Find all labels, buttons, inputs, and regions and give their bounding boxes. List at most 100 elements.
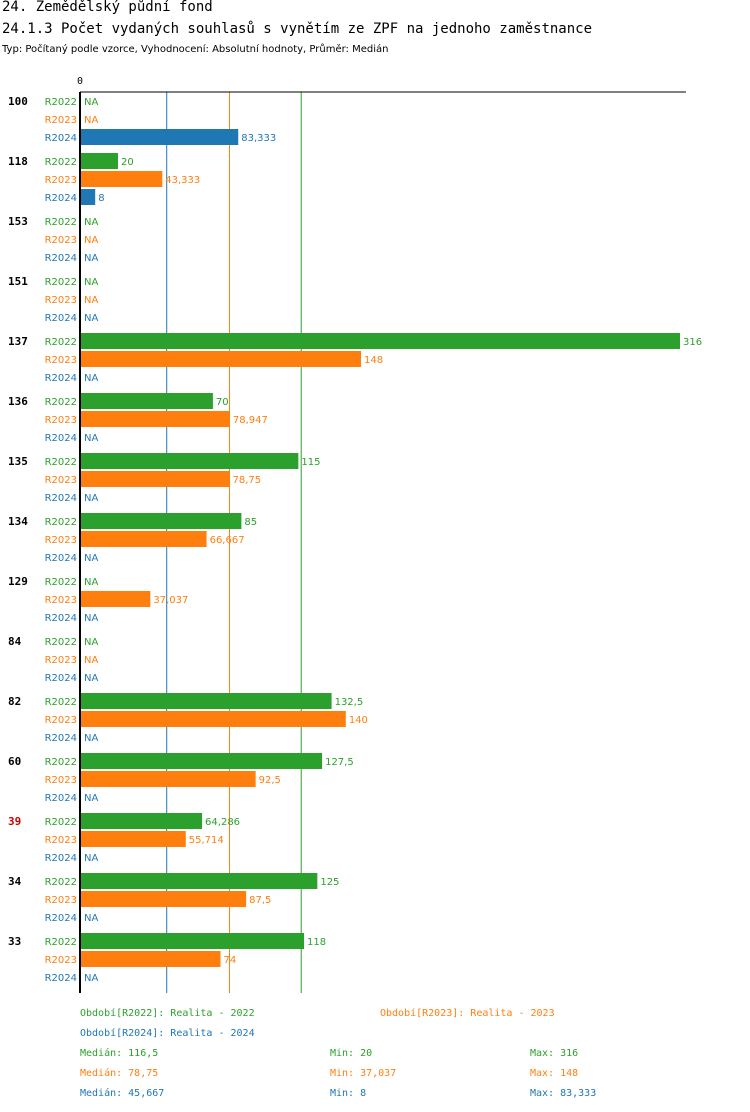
category-label-129: 129	[8, 575, 28, 588]
stat-min-r2024: Min: 8	[330, 1088, 367, 1099]
stat-max-r2022: Max: 316	[530, 1048, 579, 1059]
category-label-39: 39	[8, 815, 21, 828]
data-label-r2023-137: 148	[364, 355, 383, 366]
bar-r2022-137	[80, 333, 680, 349]
data-label-r2024-60: NA	[84, 793, 98, 804]
bar-r2023-136	[80, 411, 230, 427]
series-label-r2023: R2023	[45, 535, 77, 546]
data-label-r2022-129: NA	[84, 577, 98, 588]
bar-r2024-100	[80, 129, 239, 145]
data-label-r2023-136: 78,947	[233, 415, 268, 426]
series-label-r2023: R2023	[45, 355, 77, 366]
series-label-r2024: R2024	[45, 493, 77, 504]
series-label-r2024: R2024	[45, 673, 77, 684]
series-label-r2023: R2023	[45, 295, 77, 306]
data-label-r2023-129: 37,037	[153, 595, 188, 606]
data-label-r2022-60: 127,5	[325, 757, 354, 768]
data-label-r2023-118: 43,333	[165, 175, 200, 186]
data-label-r2024-129: NA	[84, 613, 98, 624]
legend-period-r2022: Období[R2022]: Realita - 2022	[80, 1008, 255, 1019]
bar-r2022-134	[80, 513, 242, 529]
series-label-r2023: R2023	[45, 835, 77, 846]
series-label-r2023: R2023	[45, 595, 77, 606]
series-label-r2022: R2022	[45, 937, 77, 948]
data-label-r2023-82: 140	[349, 715, 368, 726]
series-label-r2024: R2024	[45, 133, 77, 144]
data-label-r2022-100: NA	[84, 97, 98, 108]
series-label-r2023: R2023	[45, 655, 77, 666]
series-label-r2022: R2022	[45, 97, 77, 108]
category-label-151: 151	[8, 275, 28, 288]
category-label-60: 60	[8, 755, 21, 768]
data-label-r2022-39: 64,286	[205, 817, 240, 828]
data-label-r2023-39: 55,714	[189, 835, 224, 846]
series-label-r2024: R2024	[45, 373, 77, 384]
bar-r2022-82	[80, 693, 332, 709]
series-label-r2022: R2022	[45, 817, 77, 828]
chart-title: 24.1.3 Počet vydaných souhlasů s vynětím…	[2, 21, 593, 37]
section-title: 24. Zemědělský půdní fond	[2, 0, 213, 15]
data-label-r2024-84: NA	[84, 673, 98, 684]
series-label-r2024: R2024	[45, 613, 77, 624]
bar-r2023-33	[80, 951, 221, 967]
series-label-r2023: R2023	[45, 415, 77, 426]
bar-r2024-118	[80, 189, 96, 205]
series-label-r2022: R2022	[45, 277, 77, 288]
stat-min-r2022: Min: 20	[330, 1048, 373, 1059]
data-label-r2023-33: 74	[224, 955, 237, 966]
data-label-r2024-134: NA	[84, 553, 98, 564]
series-label-r2022: R2022	[45, 697, 77, 708]
series-label-r2024: R2024	[45, 913, 77, 924]
data-label-r2023-153: NA	[84, 235, 98, 246]
bar-r2023-134	[80, 531, 207, 547]
data-label-r2024-153: NA	[84, 253, 98, 264]
data-label-r2024-137: NA	[84, 373, 98, 384]
bar-r2022-60	[80, 753, 323, 769]
bar-chart: 0 100 R2022 NA R2023 NA R2024 83,333 118 R2022 20 R…	[8, 76, 702, 993]
data-label-r2024-82: NA	[84, 733, 98, 744]
bar-r2022-136	[80, 393, 213, 409]
data-label-r2024-136: NA	[84, 433, 98, 444]
data-label-r2022-135: 115	[301, 457, 320, 468]
stat-min-r2023: Min: 37,037	[330, 1068, 397, 1079]
data-label-r2022-118: 20	[121, 157, 134, 168]
category-label-84: 84	[8, 635, 22, 648]
series-label-r2024: R2024	[45, 433, 77, 444]
legend-period-r2023: Období[R2023]: Realita - 2023	[380, 1008, 555, 1019]
series-label-r2022: R2022	[45, 517, 77, 528]
bar-r2022-135	[80, 453, 299, 469]
series-label-r2022: R2022	[45, 457, 77, 468]
category-label-82: 82	[8, 695, 21, 708]
bar-r2022-33	[80, 933, 305, 949]
bar-r2023-60	[80, 771, 256, 787]
data-label-r2022-137: 316	[683, 337, 702, 348]
data-label-r2023-151: NA	[84, 295, 98, 306]
category-label-33: 33	[8, 935, 21, 948]
series-label-r2023: R2023	[45, 775, 77, 786]
legend-period-r2024: Období[R2024]: Realita - 2024	[80, 1028, 255, 1039]
data-label-r2023-100: NA	[84, 115, 98, 126]
bar-r2023-129	[80, 591, 151, 607]
data-label-r2022-82: 132,5	[335, 697, 364, 708]
series-label-r2022: R2022	[45, 337, 77, 348]
stat-max-r2024: Max: 83,333	[530, 1088, 597, 1099]
series-label-r2023: R2023	[45, 175, 77, 186]
data-label-r2023-135: 78,75	[233, 475, 262, 486]
category-label-135: 135	[8, 455, 28, 468]
category-label-136: 136	[8, 395, 28, 408]
data-label-r2023-60: 92,5	[259, 775, 281, 786]
category-label-153: 153	[8, 215, 28, 228]
bar-r2023-137	[80, 351, 362, 367]
series-label-r2023: R2023	[45, 955, 77, 966]
data-label-r2024-151: NA	[84, 313, 98, 324]
bar-r2023-34	[80, 891, 247, 907]
chart-subtitle: Typ: Počítaný podle vzorce, Vyhodnocení:…	[2, 44, 389, 55]
series-label-r2024: R2024	[45, 253, 77, 264]
data-label-r2024-33: NA	[84, 973, 98, 984]
stat-median-r2023: Medián: 78,75	[80, 1068, 159, 1079]
category-label-137: 137	[8, 335, 28, 348]
series-label-r2022: R2022	[45, 217, 77, 228]
stat-median-r2022: Medián: 116,5	[80, 1048, 159, 1059]
series-label-r2022: R2022	[45, 577, 77, 588]
series-label-r2023: R2023	[45, 475, 77, 486]
